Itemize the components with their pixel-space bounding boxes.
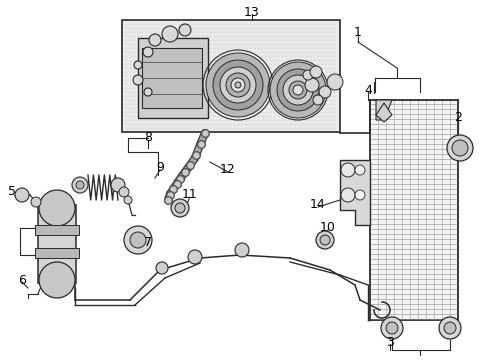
Circle shape — [326, 74, 342, 90]
Circle shape — [305, 78, 318, 92]
Circle shape — [269, 62, 325, 118]
Circle shape — [385, 322, 397, 334]
Circle shape — [288, 81, 306, 99]
Circle shape — [451, 140, 467, 156]
Text: 4: 4 — [364, 84, 371, 96]
Circle shape — [124, 226, 152, 254]
Circle shape — [187, 250, 202, 264]
Circle shape — [309, 66, 321, 78]
Bar — [35, 248, 79, 258]
Circle shape — [171, 199, 189, 217]
Circle shape — [292, 85, 303, 95]
Text: 13: 13 — [244, 5, 259, 18]
Circle shape — [283, 75, 312, 105]
Circle shape — [134, 61, 142, 69]
Polygon shape — [339, 160, 369, 225]
Circle shape — [143, 88, 152, 96]
Polygon shape — [375, 100, 391, 120]
Circle shape — [230, 78, 244, 92]
Circle shape — [205, 53, 269, 117]
Circle shape — [303, 70, 312, 80]
Text: 5: 5 — [8, 185, 16, 198]
Circle shape — [235, 82, 241, 88]
Bar — [38, 205, 76, 283]
Bar — [369, 100, 457, 320]
Text: 10: 10 — [320, 221, 335, 234]
Circle shape — [443, 322, 455, 334]
Text: 1: 1 — [353, 26, 361, 39]
Circle shape — [438, 317, 460, 339]
Text: 12: 12 — [220, 163, 235, 176]
Circle shape — [446, 135, 472, 161]
Circle shape — [318, 86, 330, 98]
Circle shape — [315, 231, 333, 249]
Circle shape — [225, 73, 249, 97]
Circle shape — [111, 178, 125, 192]
Bar — [35, 225, 79, 235]
Circle shape — [179, 24, 191, 36]
Circle shape — [39, 190, 75, 226]
Bar — [122, 20, 339, 132]
Circle shape — [220, 67, 256, 103]
Circle shape — [76, 181, 84, 189]
Circle shape — [340, 163, 354, 177]
Circle shape — [130, 232, 146, 248]
Circle shape — [213, 60, 263, 110]
Circle shape — [312, 95, 323, 105]
Circle shape — [133, 75, 142, 85]
Text: 6: 6 — [18, 274, 26, 287]
Bar — [142, 48, 202, 108]
Text: 14: 14 — [309, 198, 325, 211]
Text: 9: 9 — [156, 162, 163, 175]
Text: 7: 7 — [143, 235, 152, 248]
Circle shape — [380, 317, 402, 339]
Text: 3: 3 — [385, 336, 393, 348]
Circle shape — [175, 203, 184, 213]
Circle shape — [354, 190, 364, 200]
Circle shape — [340, 188, 354, 202]
Circle shape — [156, 262, 168, 274]
Circle shape — [354, 165, 364, 175]
Circle shape — [15, 188, 29, 202]
Circle shape — [39, 262, 75, 298]
Circle shape — [319, 235, 329, 245]
Circle shape — [124, 196, 132, 204]
Circle shape — [72, 177, 88, 193]
Text: 2: 2 — [453, 112, 461, 125]
Circle shape — [162, 26, 178, 42]
Circle shape — [142, 47, 153, 57]
Polygon shape — [375, 103, 391, 122]
Text: 11: 11 — [182, 189, 198, 202]
Circle shape — [276, 69, 318, 111]
Circle shape — [235, 243, 248, 257]
Text: 8: 8 — [143, 131, 152, 144]
Circle shape — [119, 187, 129, 197]
Circle shape — [31, 197, 41, 207]
Circle shape — [149, 34, 161, 46]
Bar — [138, 38, 207, 118]
